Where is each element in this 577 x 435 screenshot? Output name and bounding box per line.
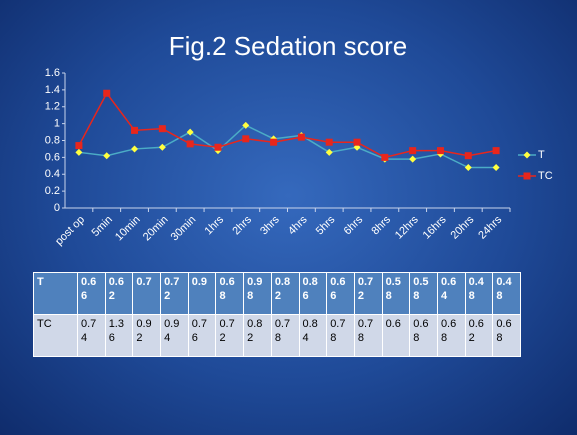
marker	[436, 147, 444, 155]
table-cell: 0.74	[77, 314, 106, 357]
marker	[523, 151, 531, 159]
marker	[103, 89, 111, 97]
series-line	[78, 91, 497, 159]
x-tick-label: 20min	[141, 214, 171, 244]
x-tick-label: 3hrs	[258, 213, 282, 237]
legend-label: T	[538, 149, 545, 161]
x-tick-label: 30min	[169, 214, 199, 244]
table-cell: 0.58	[409, 272, 438, 315]
marker	[492, 147, 500, 155]
x-tick-label: 6hrs	[342, 213, 366, 237]
y-tick-label: 0.8	[45, 134, 60, 146]
chart: Fig.2 Sedation score 0 0.2 0.4 0.6 0.8 1 1.2 1.…	[45, 31, 553, 248]
marker	[353, 138, 361, 146]
table-cell: 0.84	[298, 314, 328, 357]
marker	[186, 128, 194, 136]
marker	[131, 145, 139, 153]
table-cell: 0.48	[464, 272, 494, 315]
marker	[214, 143, 222, 151]
x-tick-label: 10min	[113, 214, 143, 244]
table-cell: 0.68	[436, 314, 466, 357]
table-cell: 0.64	[436, 272, 466, 315]
table-cell: 0.68	[409, 314, 438, 357]
y-tick-label: 0	[54, 202, 60, 214]
x-tick-label: 1hrs	[203, 213, 227, 237]
marker	[325, 148, 333, 156]
y-tick-label: 1	[54, 118, 60, 130]
table-cell: 0.72	[160, 272, 189, 315]
row-header: TC	[33, 314, 78, 357]
marker	[409, 147, 417, 155]
x-tick-label: post op	[53, 214, 87, 248]
table-cell: 0.9	[187, 272, 217, 315]
x-tick-label: 16hrs	[421, 213, 449, 241]
x-tick-label: 8hrs	[369, 213, 393, 237]
table-cell: 0.66	[77, 272, 106, 315]
table-cell: 0.7	[132, 272, 162, 315]
marker	[409, 155, 417, 163]
marker	[131, 126, 139, 134]
chart-title: Fig.2 Sedation score	[169, 31, 407, 61]
table-cell: 0.58	[381, 272, 411, 315]
marker	[381, 153, 389, 161]
x-tick-label: 5min	[90, 214, 115, 239]
marker	[464, 164, 472, 171]
marker	[297, 133, 305, 141]
table-cell: 0.94	[160, 314, 189, 357]
y-tick-label: 0.6	[45, 151, 60, 163]
table-cell: 0.82	[270, 272, 300, 315]
marker	[75, 148, 83, 156]
marker	[492, 164, 500, 171]
x-tick-label: 20hrs	[449, 213, 477, 241]
marker	[158, 125, 166, 133]
table-cell: 0.92	[132, 314, 162, 357]
marker	[523, 172, 531, 180]
x-tick-label: 5hrs	[314, 213, 338, 237]
x-tick-label: 4hrs	[286, 213, 310, 237]
table-cell: 0.86	[298, 272, 328, 315]
table-cell: 0.62	[464, 314, 494, 357]
table-cell: 1.36	[104, 314, 134, 357]
marker	[186, 140, 194, 148]
table-cell: 0.68	[492, 314, 521, 357]
y-tick-label: 0.4	[45, 168, 60, 180]
table-row: T 0.66 0.62 0.7 0.72 0.9 0.68 0.98 0.82 0.86 0.66 0…	[33, 272, 521, 315]
table-row: TC 0.74 1.36 0.92 0.94 0.76 0.72 0.82 0.78 0.84 0.…	[33, 314, 521, 357]
marker	[103, 152, 111, 160]
x-tick-label: 24hrs	[476, 213, 504, 241]
table-cell: 0.48	[492, 272, 521, 315]
data-table: T 0.66 0.62 0.7 0.72 0.9 0.68 0.98 0.82 0.86 0.66 0…	[33, 272, 521, 357]
marker	[242, 121, 250, 129]
y-tick-label: 0.2	[45, 185, 60, 197]
y-tick-label: 1.2	[45, 101, 60, 113]
marker	[325, 138, 333, 146]
table-cell: 0.78	[270, 314, 300, 357]
series-line	[78, 124, 497, 169]
row-header: T	[33, 272, 78, 315]
y-tick-label: 1.6	[45, 67, 60, 79]
x-tick-label: 2hrs	[230, 213, 254, 237]
table-cell: 0.66	[326, 272, 355, 315]
marker	[75, 142, 83, 150]
table-cell: 0.76	[187, 314, 217, 357]
marker	[158, 143, 166, 151]
table-cell: 0.78	[326, 314, 355, 357]
table-cell: 0.72	[215, 314, 245, 357]
table-cell: 0.72	[353, 272, 383, 315]
table-cell: 0.62	[104, 272, 134, 315]
x-tick-label: 12hrs	[393, 213, 421, 241]
y-tick-label: 1.4	[45, 84, 60, 96]
table-cell: 0.68	[215, 272, 245, 315]
table-cell: 0.78	[353, 314, 383, 357]
marker	[464, 152, 472, 160]
table-cell: 0.6	[381, 314, 411, 357]
table-cell: 0.82	[243, 314, 272, 357]
marker	[242, 135, 250, 143]
marker	[270, 138, 278, 146]
table-cell: 0.98	[243, 272, 272, 315]
legend-label: TC	[538, 170, 553, 182]
